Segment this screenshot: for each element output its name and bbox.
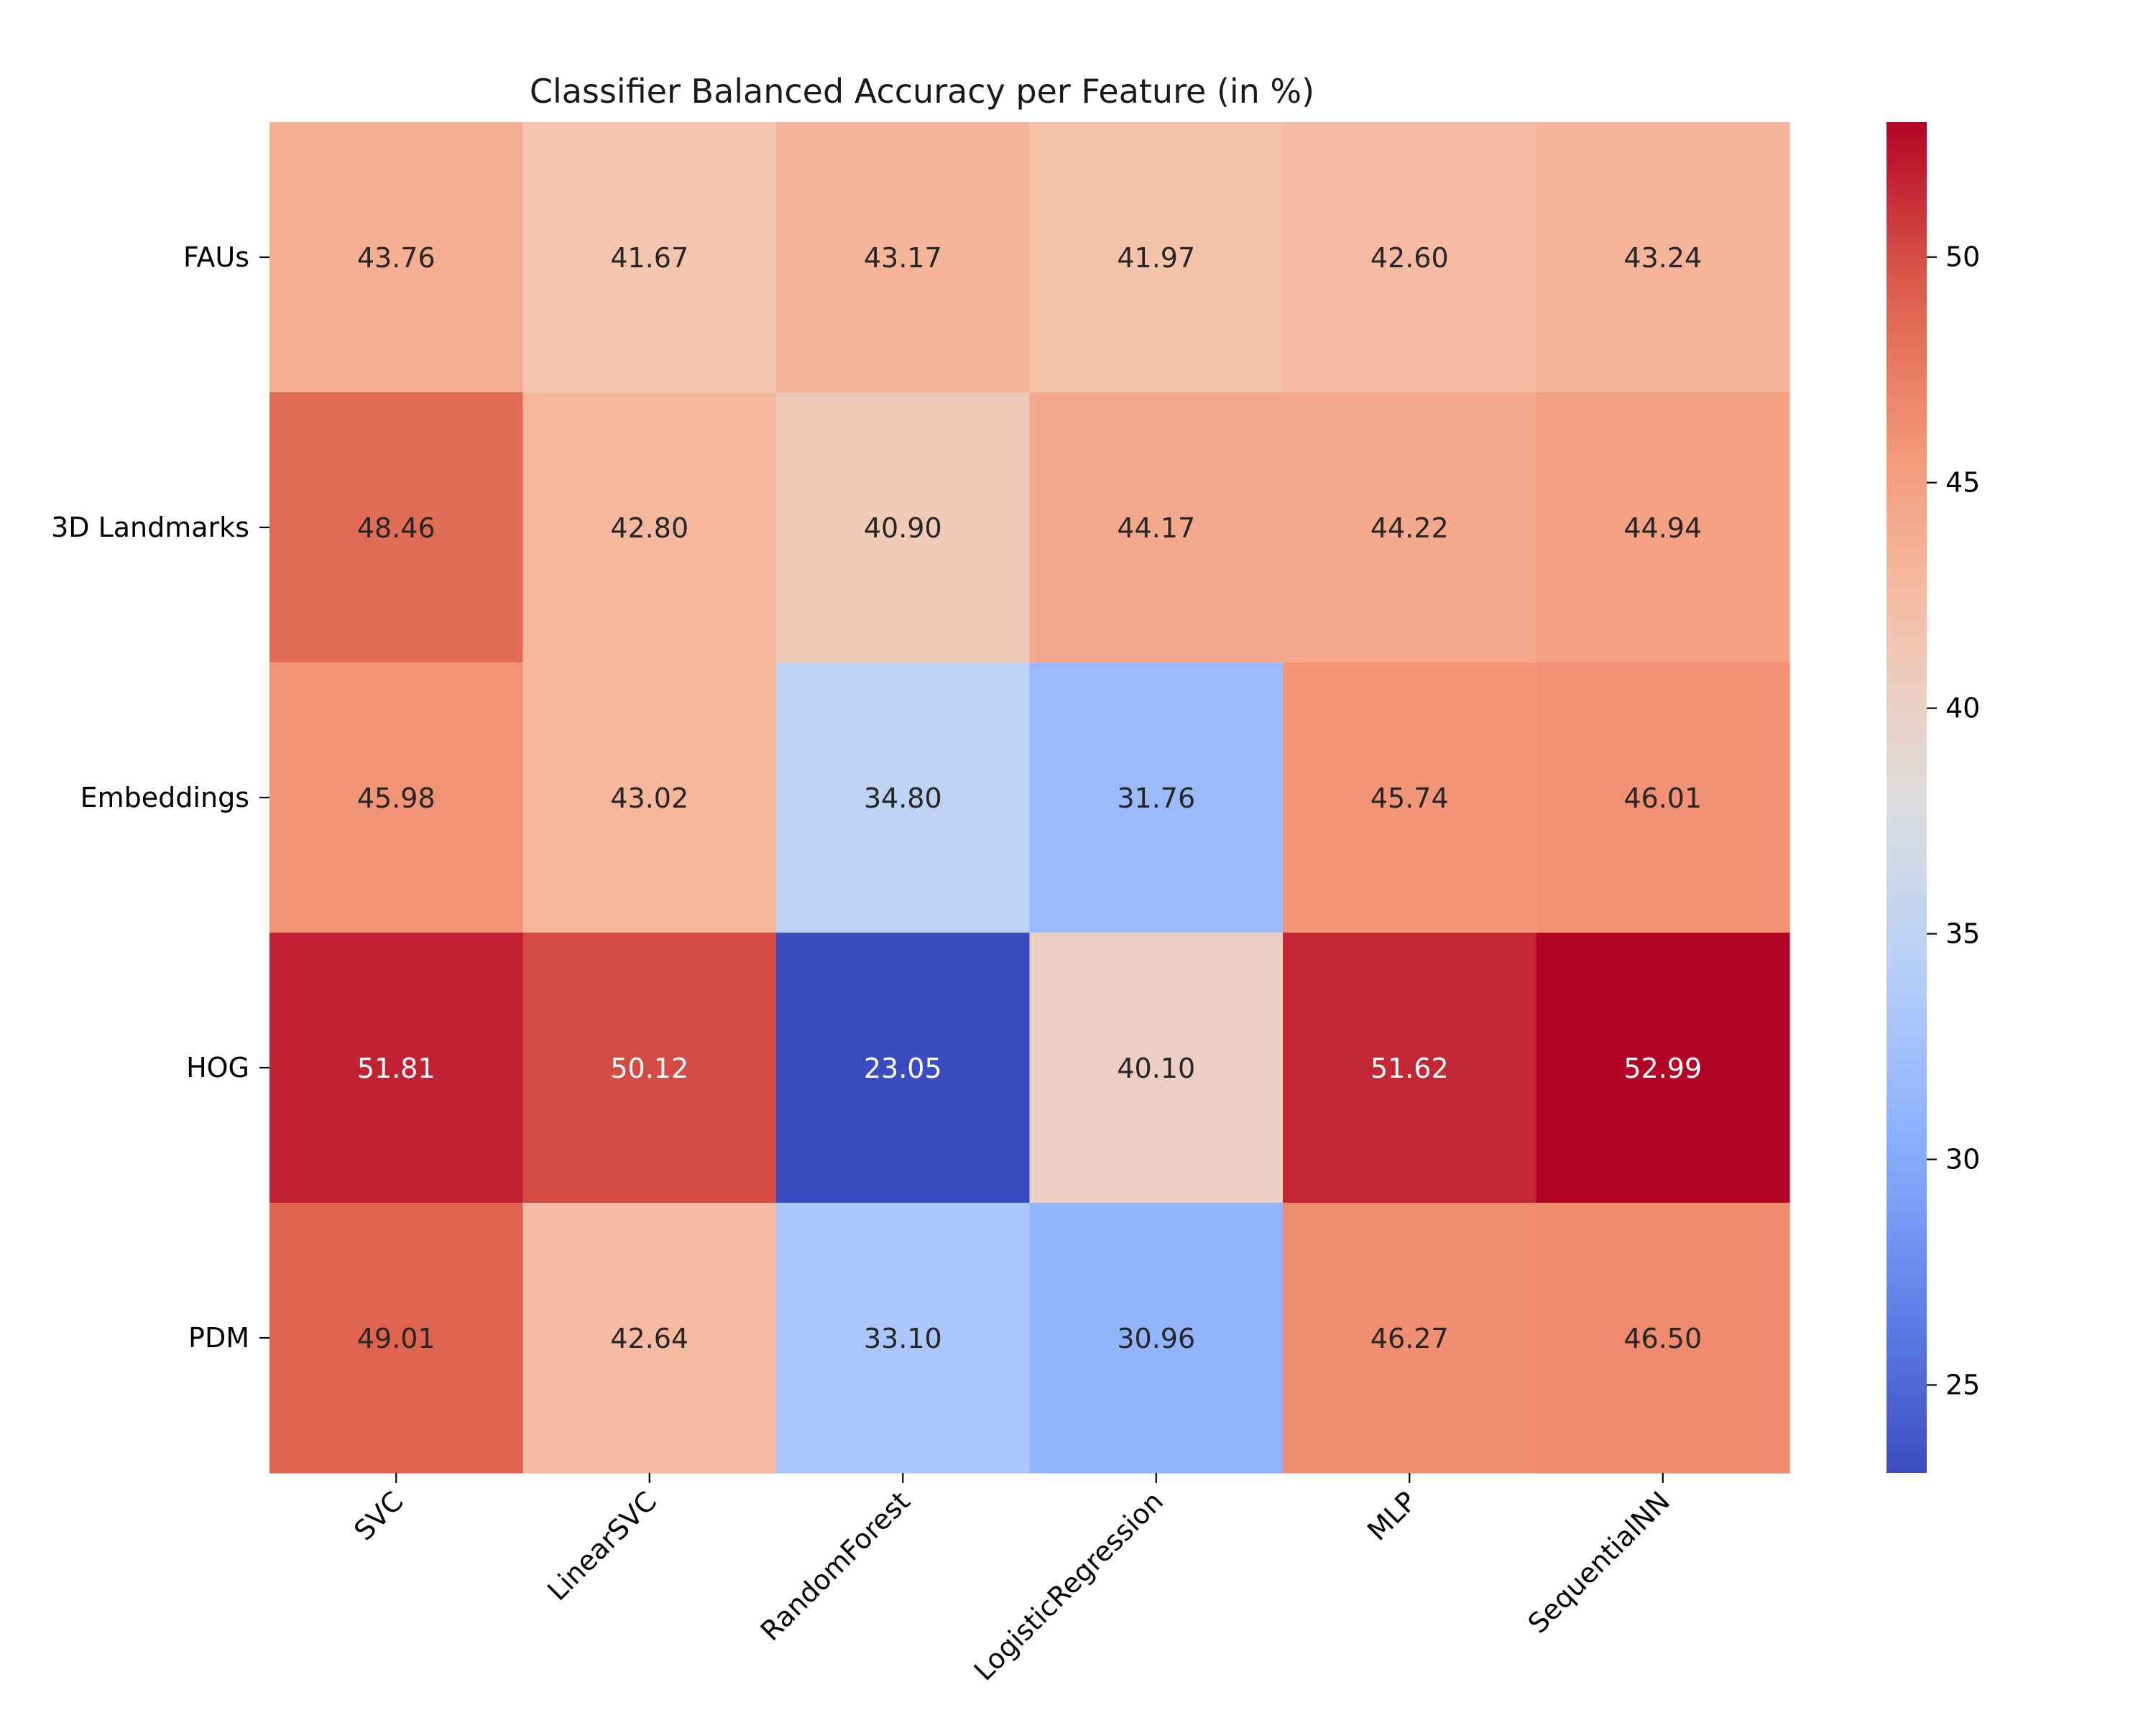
heatmap-cell-r3-c2	[776, 933, 1031, 1203]
y-axis: FAUs 3D Landmarks Embeddings HOG PDM	[51, 241, 270, 1354]
heatmap-cell-r1-c5	[1536, 392, 1790, 663]
colorbar-gradient	[1886, 122, 1927, 1473]
heatmap-cell-r0-c0	[270, 122, 524, 393]
cell-value-label: 46.01	[1623, 782, 1702, 814]
heatmap-cell-r4-c2	[776, 1203, 1031, 1474]
heatmap-cell-r2-c1	[522, 662, 777, 933]
cell-value-label: 52.99	[1623, 1053, 1702, 1084]
y-tick-label: Embeddings	[80, 782, 249, 813]
cell-value-label: 31.76	[1117, 782, 1195, 814]
y-tick-label: FAUs	[183, 241, 249, 273]
cell-value-label: 42.80	[610, 512, 688, 544]
y-tick-label: HOG	[186, 1052, 249, 1084]
cell-value-label: 44.94	[1623, 512, 1702, 544]
colorbar: 25 30 35 40 45 50	[1886, 122, 1980, 1473]
heatmap-cell-r2-c4	[1283, 662, 1537, 933]
heatmap-cells	[270, 122, 1790, 1474]
cell-value-label: 42.60	[1370, 242, 1449, 274]
cell-value-label: 41.97	[1117, 242, 1195, 274]
heatmap-cell-r3-c1	[522, 933, 777, 1203]
cell-value-label: 43.24	[1623, 242, 1702, 274]
heatmap-cell-r4-c4	[1283, 1203, 1537, 1474]
colorbar-tick-label: 30	[1945, 1144, 1980, 1175]
heatmap-cell-r2-c3	[1029, 662, 1284, 933]
cell-value-label: 51.62	[1370, 1053, 1449, 1084]
heatmap-cell-r2-c0	[270, 662, 524, 933]
cell-value-label: 44.17	[1117, 512, 1195, 544]
cell-value-labels: 43.76 41.67 43.17 41.97 42.60 43.24 48.46 42.80…	[357, 242, 1702, 1354]
heatmap-cell-r3-c5	[1536, 933, 1790, 1203]
heatmap-cell-r0-c1	[522, 122, 777, 393]
cell-value-label: 45.98	[357, 782, 436, 814]
heatmap-cell-r0-c2	[776, 122, 1031, 393]
cell-value-label: 44.22	[1370, 512, 1449, 544]
heatmap-cell-r3-c3	[1029, 933, 1284, 1203]
cell-value-label: 43.17	[864, 242, 942, 274]
heatmap-cell-r1-c1	[522, 392, 777, 663]
cell-value-label: 46.50	[1623, 1323, 1702, 1354]
heatmap-cell-r4-c3	[1029, 1203, 1284, 1474]
cell-value-label: 40.90	[864, 512, 942, 544]
y-tick-label: 3D Landmarks	[51, 512, 249, 543]
x-tick-label: LinearSVC	[541, 1485, 663, 1607]
cell-value-label: 23.05	[864, 1053, 942, 1084]
heatmap-cell-r4-c0	[270, 1203, 524, 1474]
cell-value-label: 46.27	[1370, 1323, 1449, 1354]
colorbar-tick-label: 35	[1945, 918, 1980, 950]
y-tick-label: PDM	[188, 1322, 249, 1354]
cell-value-label: 43.76	[357, 242, 436, 274]
cell-value-label: 51.81	[357, 1053, 436, 1084]
colorbar-tick-label: 40	[1945, 693, 1980, 724]
heatmap-cell-r1-c2	[776, 392, 1031, 663]
heatmap-cell-r3-c0	[270, 933, 524, 1203]
heatmap-cell-r4-c5	[1536, 1203, 1790, 1474]
cell-value-label: 41.67	[610, 242, 688, 274]
heatmap-cell-r3-c4	[1283, 933, 1537, 1203]
colorbar-tick-label: 25	[1945, 1369, 1980, 1401]
heatmap-cell-r0-c4	[1283, 122, 1537, 393]
heatmap-cell-r1-c0	[270, 392, 524, 663]
heatmap-cell-r0-c5	[1536, 122, 1790, 393]
x-tick-label: SVC	[348, 1485, 409, 1546]
heatmap-cell-r4-c1	[522, 1203, 777, 1474]
x-tick-label: RandomForest	[755, 1485, 916, 1647]
cell-value-label: 45.74	[1370, 782, 1449, 814]
cell-value-label: 42.64	[610, 1323, 688, 1354]
cell-value-label: 40.10	[1117, 1053, 1195, 1084]
heatmap-cell-r2-c2	[776, 662, 1031, 933]
colorbar-tick-label: 50	[1945, 241, 1980, 273]
cell-value-label: 30.96	[1117, 1323, 1195, 1354]
x-axis: SVC LinearSVC RandomForest LogisticRegressi…	[348, 1473, 1676, 1687]
cell-value-label: 48.46	[357, 512, 436, 544]
cell-value-label: 33.10	[864, 1323, 942, 1354]
x-tick-label: LogisticRegression	[968, 1485, 1169, 1686]
heatmap-cell-r1-c4	[1283, 392, 1537, 663]
heatmap-cell-r0-c3	[1029, 122, 1284, 393]
x-tick-label: SequentialNN	[1522, 1485, 1676, 1639]
cell-value-label: 34.80	[864, 782, 942, 814]
cell-value-label: 49.01	[357, 1323, 436, 1354]
heatmap-cell-r1-c3	[1029, 392, 1284, 663]
heatmap-cell-r2-c5	[1536, 662, 1790, 933]
chart-title: Classifier Balanced Accuracy per Feature…	[530, 72, 1314, 111]
cell-value-label: 43.02	[610, 782, 688, 814]
colorbar-tick-label: 45	[1945, 467, 1980, 499]
cell-value-label: 50.12	[610, 1053, 688, 1084]
x-tick-label: MLP	[1361, 1485, 1422, 1546]
